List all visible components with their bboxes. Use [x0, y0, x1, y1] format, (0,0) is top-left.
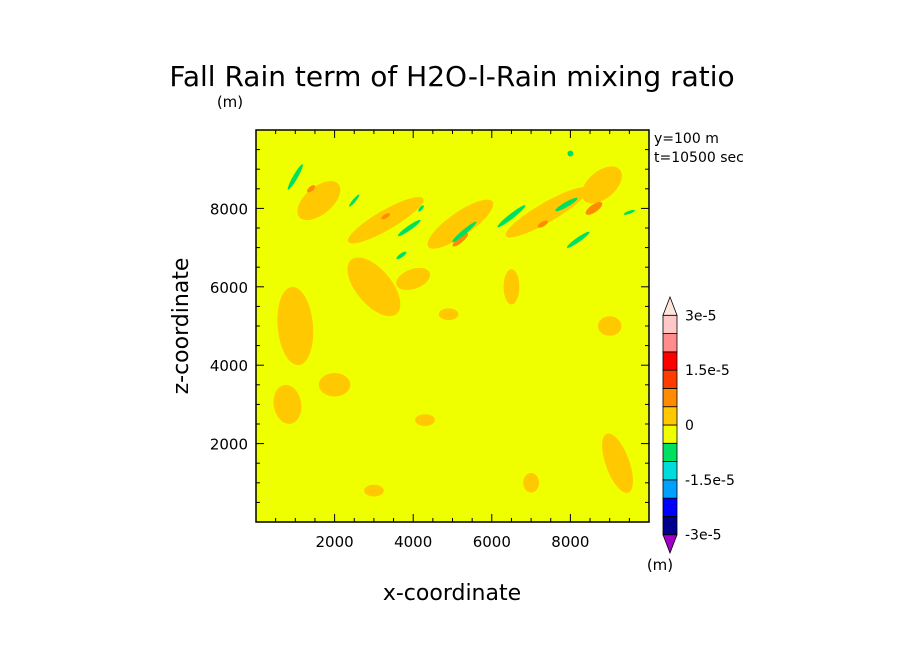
strong-positive-region-2: [306, 185, 316, 193]
annotation-t: t=10500 sec: [654, 150, 744, 166]
positive-field-regions: [273, 166, 633, 497]
colorbar-top-arrow: [662, 295, 678, 316]
colorbar-segment: [662, 516, 678, 536]
colorbar-segment: [662, 497, 678, 517]
colorbar-segment: [662, 351, 678, 371]
negative-band-3: [396, 251, 407, 260]
positive-region-3: [505, 187, 588, 238]
colorbar-segment: [662, 388, 678, 408]
x-tick-label: 6000: [473, 533, 511, 551]
negative-band-9: [623, 209, 635, 215]
colorbar-segment: [662, 369, 678, 389]
y-tick-label: 6000: [210, 279, 248, 297]
colorbar-label: -1.5e-5: [685, 473, 735, 489]
positive-region-12: [597, 316, 622, 336]
x-tick-label: 2000: [316, 533, 354, 551]
colorbar-segment: [662, 406, 678, 426]
colorbar-segment: [662, 442, 678, 462]
colorbar-label: -3e-5: [685, 528, 722, 544]
negative-band-2: [397, 219, 421, 237]
y-axis-label: z-coordinate: [169, 258, 194, 395]
positive-region-5: [277, 286, 314, 366]
x-axis-label: x-coordinate: [383, 581, 521, 606]
colorbar-bottom-arrow: [662, 534, 678, 555]
colorbar-segment: [662, 333, 678, 353]
colorbar-unit: (m): [647, 556, 673, 574]
colorbar: 3e-5 1.5e-5 0 -1.5e-5 -3e-5: [662, 295, 735, 555]
strong-positive-region-1: [452, 233, 469, 247]
positive-region-2: [427, 199, 494, 249]
positive-region-14: [415, 414, 435, 426]
negative-band-10: [567, 150, 574, 157]
positive-region-1: [347, 196, 424, 244]
x-tick-label: 4000: [394, 533, 432, 551]
positive-region-9: [396, 267, 431, 290]
negative-band-1: [349, 194, 360, 207]
strong-positive-region-3: [537, 220, 549, 228]
negative-band-8: [566, 231, 590, 248]
negative-band-4: [418, 205, 424, 212]
colorbar-segment: [662, 424, 678, 444]
positive-region-11: [602, 433, 633, 493]
strong-positive-regions: [306, 185, 603, 247]
positive-region-15: [523, 473, 539, 493]
y-axis-ticks: 2000 4000 6000 8000: [210, 149, 649, 503]
positive-region-16: [364, 484, 384, 497]
strong-positive-region-4: [381, 213, 391, 220]
colorbar-segment: [662, 479, 678, 499]
positive-region-6: [273, 384, 302, 424]
strong-positive-region-0: [585, 201, 603, 215]
colorbar-label: 0: [685, 418, 694, 434]
plot-area: [256, 130, 649, 522]
colorbar-label: 3e-5: [685, 308, 716, 324]
positive-region-8: [347, 257, 401, 317]
negative-band-6: [497, 205, 526, 228]
x-axis-ticks: 2000 4000 6000 8000: [275, 130, 630, 551]
positive-region-13: [438, 308, 459, 321]
negative-band-0: [287, 164, 303, 190]
colorbar-segment: [662, 461, 678, 481]
colorbar-label: 1.5e-5: [685, 363, 730, 379]
positive-region-7: [318, 373, 351, 397]
positive-region-10: [503, 269, 520, 305]
y-tick-label: 8000: [210, 200, 248, 218]
x-tick-label: 8000: [551, 533, 589, 551]
negative-field-bands: [287, 150, 635, 260]
y-tick-label: 2000: [210, 436, 248, 454]
y-tick-label: 4000: [210, 357, 248, 375]
positive-region-0: [297, 181, 341, 221]
chart-title: Fall Rain term of H2O-l-Rain mixing rati…: [169, 60, 734, 93]
colorbar-segment: [662, 314, 678, 334]
negative-band-7: [555, 197, 578, 212]
title-unit: (m): [217, 93, 243, 111]
positive-region-4: [581, 166, 622, 204]
annotation-y: y=100 m: [654, 131, 719, 147]
negative-band-5: [452, 221, 477, 243]
